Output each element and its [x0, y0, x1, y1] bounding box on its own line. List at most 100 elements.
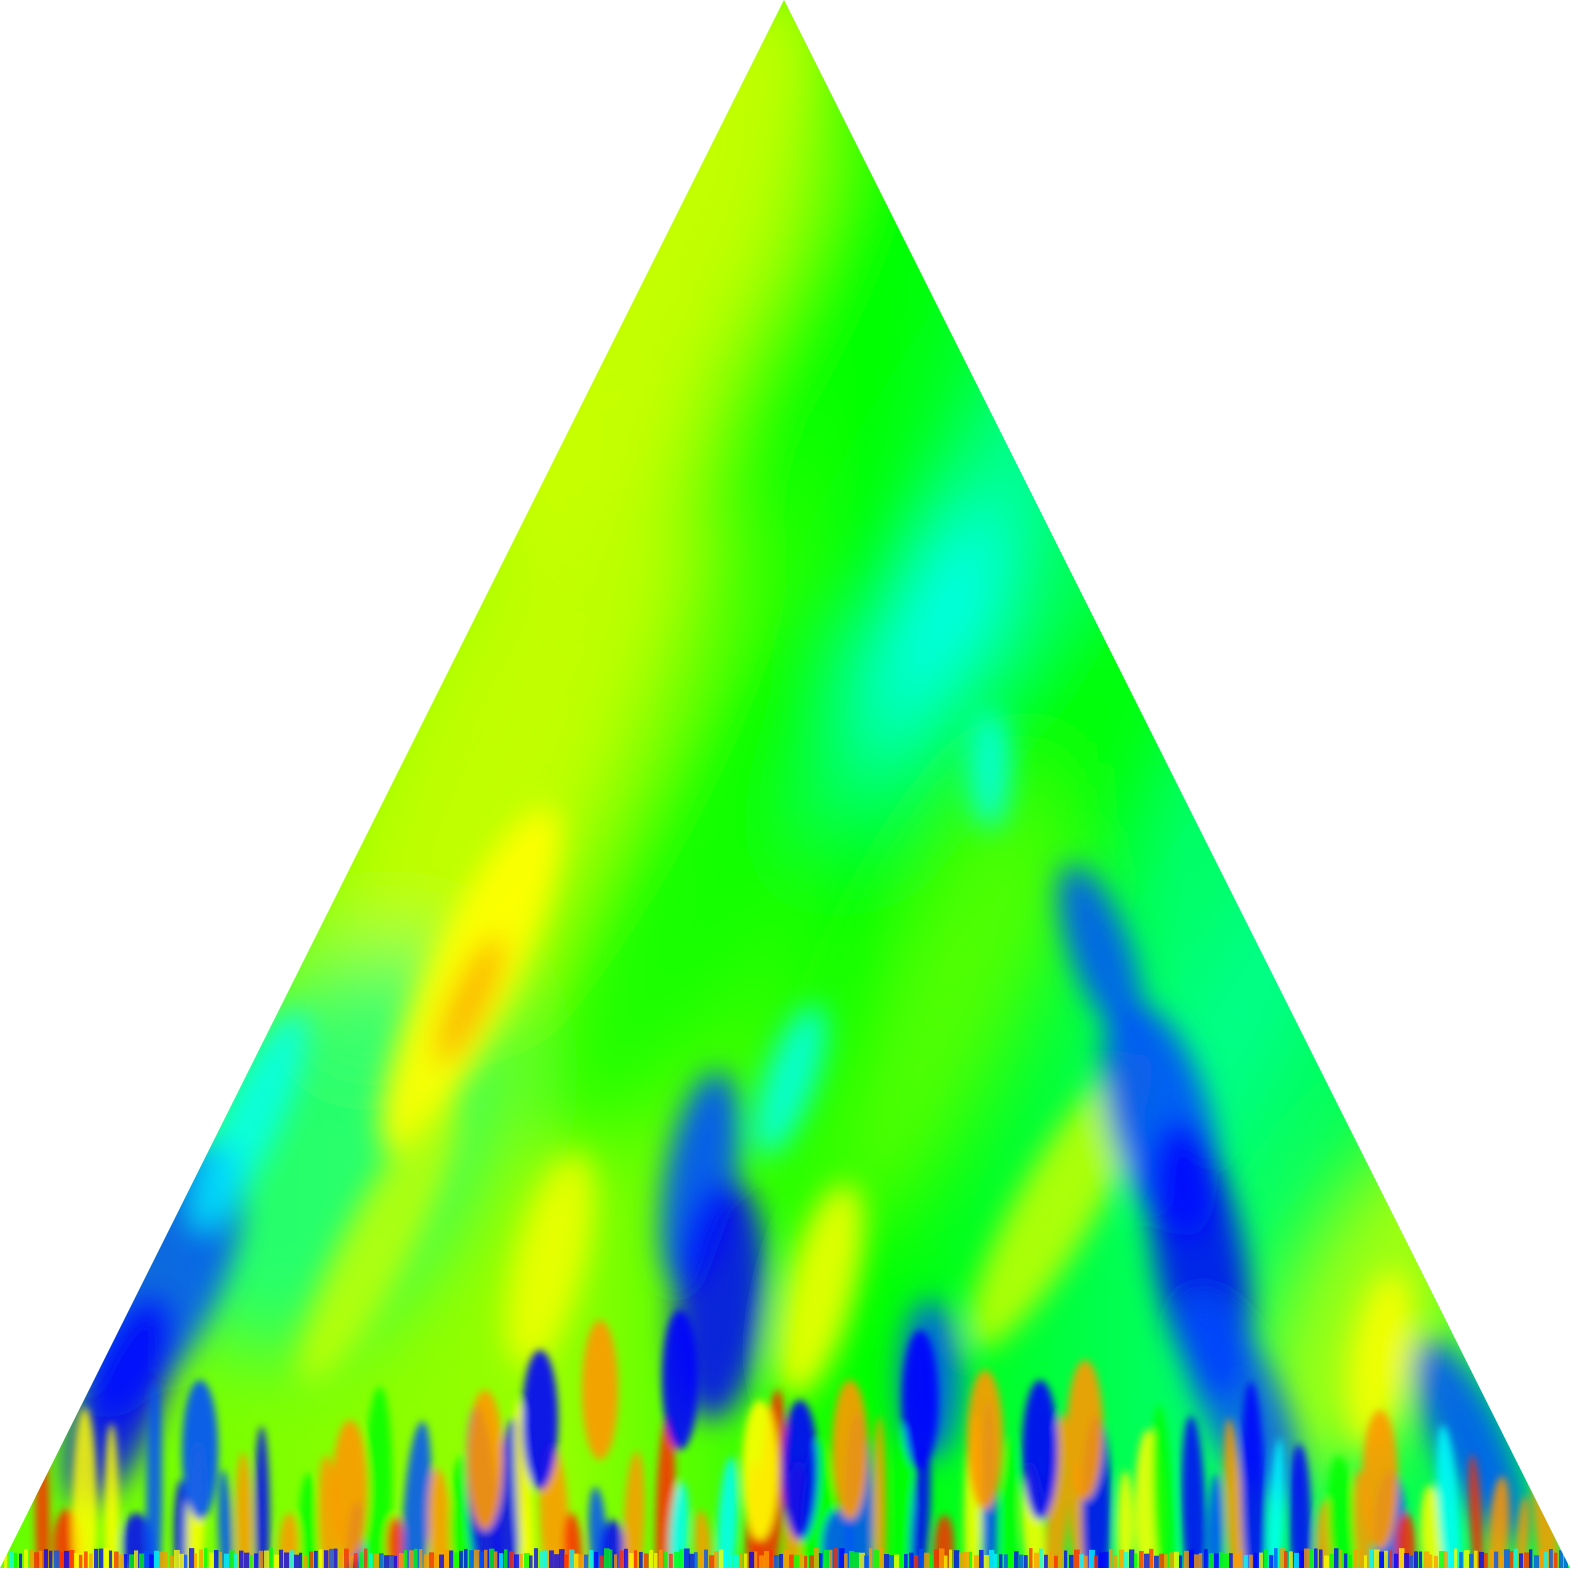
noise-strip-cell [1314, 1548, 1318, 1568]
noise-strip-cell [894, 1554, 900, 1568]
noise-strip-cell [1059, 1549, 1063, 1568]
noise-strip-cell [1429, 1554, 1433, 1568]
noise-strip-cell [764, 1551, 770, 1568]
noise-strip-cell [494, 1551, 498, 1568]
noise-strip-cell [1219, 1552, 1224, 1568]
noise-strip-cell [729, 1555, 733, 1568]
noise-strip-cell [39, 1550, 43, 1568]
noise-strip-cell [1464, 1550, 1470, 1568]
noise-strip-cell [89, 1553, 93, 1568]
noise-strip-cell [439, 1554, 445, 1568]
noise-strip-cell [1409, 1555, 1414, 1568]
noise-strip-cell [484, 1549, 488, 1568]
noise-strip-cell [794, 1554, 800, 1568]
signature-plume [967, 1370, 1003, 1510]
noise-strip-cell [1064, 1550, 1068, 1568]
noise-strip-cell [139, 1553, 145, 1568]
noise-strip-cell [1544, 1551, 1549, 1568]
noise-strip-cell [1324, 1555, 1330, 1568]
noise-strip-cell [619, 1550, 625, 1568]
noise-strip-cell [1259, 1552, 1263, 1568]
noise-strip-cell [419, 1549, 423, 1568]
noise-strip-cell [879, 1548, 883, 1568]
noise-strip-cell [1184, 1550, 1189, 1568]
noise-strip-cell [714, 1551, 719, 1568]
noise-strip-cell [1369, 1549, 1374, 1568]
noise-strip-cell [1134, 1553, 1138, 1568]
signature-plume [782, 1400, 818, 1540]
noise-strip-cell [239, 1550, 244, 1568]
signature-plume [662, 1310, 698, 1450]
noise-strip-cell [1569, 1555, 1570, 1568]
noise-strip-cell [304, 1555, 308, 1568]
noise-strip-cell [464, 1548, 468, 1568]
noise-strip-cell [1504, 1549, 1510, 1568]
noise-strip-cell [674, 1551, 680, 1568]
noise-strip-cell [209, 1552, 214, 1568]
noise-strip-cell [129, 1554, 135, 1568]
noise-strip-cell [414, 1548, 418, 1568]
noise-strip-cell [359, 1552, 363, 1568]
noise-strip-cell [1004, 1554, 1008, 1568]
noise-strip-cell [329, 1548, 335, 1568]
noise-strip-cell [319, 1549, 323, 1568]
noise-strip-cell [4, 1552, 8, 1568]
noise-strip-cell [114, 1551, 119, 1568]
noise-strip-cell [24, 1548, 28, 1568]
blue-ridge [1058, 864, 1142, 1036]
noise-strip-cell [274, 1554, 280, 1568]
noise-strip-cell [819, 1553, 823, 1568]
noise-strip-cell [1269, 1554, 1274, 1568]
noise-strip-cell [1354, 1549, 1358, 1568]
noise-strip-cell [859, 1552, 865, 1568]
noise-strip-cell [1309, 1549, 1314, 1568]
noise-strip-cell [599, 1555, 605, 1568]
noise-strip-cell [284, 1552, 290, 1568]
noise-strip-cell [69, 1550, 75, 1568]
noise-strip-cell [1094, 1555, 1098, 1568]
noise-strip-cell [244, 1552, 250, 1568]
noise-strip-cell [149, 1554, 154, 1568]
noise-strip-cell [524, 1553, 530, 1568]
cyan-ridge [192, 1010, 308, 1230]
noise-strip-cell [1089, 1549, 1095, 1568]
noise-strip-cell [1149, 1548, 1154, 1568]
signature-plume [332, 1420, 368, 1560]
noise-strip-cell [399, 1553, 405, 1568]
noise-strip-cell [1404, 1553, 1410, 1568]
noise-strip-cell [1334, 1548, 1339, 1568]
yellow-green-streak [298, 1097, 462, 1383]
noise-strip-cell [504, 1549, 508, 1568]
noise-strip-cell [559, 1549, 565, 1568]
noise-strip-cell [1104, 1551, 1109, 1568]
noise-strip-cell [1394, 1553, 1399, 1568]
signature-plume [467, 1390, 503, 1530]
bottom-noise-layer [4, 1548, 1570, 1568]
noise-strip-cell [569, 1549, 575, 1568]
noise-strip-cell [869, 1548, 873, 1568]
noise-strip-cell [1189, 1549, 1195, 1568]
noise-strip-cell [1364, 1555, 1368, 1568]
noise-strip-cell [999, 1554, 1003, 1568]
noise-strip-cell [454, 1552, 459, 1568]
signature-plume [1022, 1380, 1058, 1520]
noise-strip-cell [174, 1549, 180, 1568]
cyan-region [876, 507, 1004, 773]
noise-strip-cell [294, 1554, 300, 1568]
noise-strip-cell [1539, 1549, 1545, 1568]
noise-strip-cell [1384, 1550, 1388, 1568]
noise-strip-cell [914, 1555, 919, 1568]
noise-strip-cell [1124, 1551, 1129, 1568]
noise-strip-cell [834, 1548, 839, 1568]
noise-strip-cell [699, 1554, 703, 1568]
noise-strip-cell [379, 1553, 384, 1568]
noise-strip-cell [214, 1550, 219, 1568]
noise-strip-cell [659, 1549, 663, 1568]
noise-strip-cell [1204, 1548, 1208, 1568]
noise-strip-cell [809, 1555, 814, 1568]
noise-strip-cell [944, 1555, 948, 1568]
noise-strip-cell [1564, 1552, 1568, 1568]
yellow-streak [775, 1183, 865, 1397]
noise-strip-cell [664, 1551, 668, 1568]
